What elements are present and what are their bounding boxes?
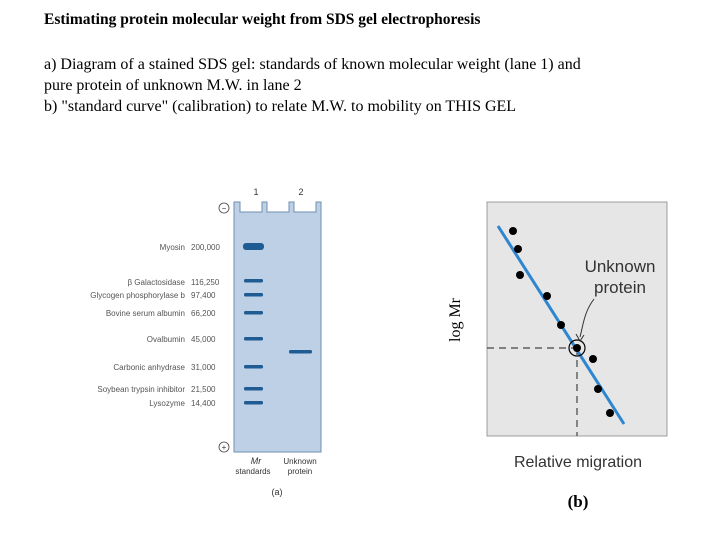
standard-name: Lysozyme xyxy=(149,399,185,408)
unknown-protein-marker xyxy=(568,339,586,357)
data-point xyxy=(509,227,517,235)
svg-text:−: − xyxy=(222,204,227,213)
standard-mw: 116,250 xyxy=(191,278,220,287)
standard-name: Bovine serum albumin xyxy=(106,309,185,318)
data-point xyxy=(589,355,597,363)
description-line-b: b) "standard curve" (calibration) to rel… xyxy=(44,98,517,115)
standard-name: Myosin xyxy=(160,243,185,252)
standard-name: Glycogen phosphorylase b xyxy=(90,291,185,300)
sds-gel-diagram: 1 2 − + Myosin 200,000 β Galactosidase 1… xyxy=(90,187,322,497)
svg-text:+: + xyxy=(222,443,227,452)
annotation-line1: Unknown xyxy=(585,257,656,276)
standard-name: Soybean trypsin inhibitor xyxy=(97,385,185,394)
lane-1-caption: standards xyxy=(235,467,270,476)
gel-band-myosin xyxy=(243,243,264,250)
cathode-minus-icon: − xyxy=(218,202,230,214)
gel-band-galactosidase xyxy=(244,279,263,283)
standard-name: Carbonic anhydrase xyxy=(113,363,185,372)
data-point xyxy=(606,409,614,417)
x-axis-label: Relative migration xyxy=(514,454,642,471)
gel-band-bsa xyxy=(244,311,263,315)
standard-mw: 31,000 xyxy=(191,363,216,372)
unknown-protein-point xyxy=(573,344,581,352)
standard-name: Ovalbumin xyxy=(147,335,185,344)
lane-2-label: 2 xyxy=(298,187,303,197)
standard-mw: 14,400 xyxy=(191,399,216,408)
standard-curve-plot: log Mr Unknown protein Relative migratio… xyxy=(447,201,668,511)
gel-body xyxy=(233,201,322,453)
standard-mw: 66,200 xyxy=(191,309,216,318)
lane-1-label: 1 xyxy=(253,187,258,197)
annotation-arrow xyxy=(579,298,595,338)
gel-band-lysozyme xyxy=(244,401,263,405)
annotation-line2: protein xyxy=(594,278,646,297)
gel-band-trypsin-inhibitor xyxy=(244,387,263,391)
standard-name: β Galactosidase xyxy=(127,278,185,287)
gel-band-carbonic-anhydrase xyxy=(244,365,263,369)
standard-mw: 97,400 xyxy=(191,291,216,300)
description: a) Diagram of a stained SDS gel: standar… xyxy=(44,54,684,117)
lane-1-caption-mr: Mr xyxy=(251,456,262,466)
panel-a-label: (a) xyxy=(272,487,283,497)
data-point xyxy=(514,245,522,253)
panel-b-label: (b) xyxy=(568,492,589,511)
standard-mw: 45,000 xyxy=(191,335,216,344)
data-point xyxy=(516,271,524,279)
annotation-arrowhead xyxy=(575,333,585,342)
standard-mw: 21,500 xyxy=(191,385,216,394)
data-point xyxy=(543,292,551,300)
data-point xyxy=(557,321,565,329)
gel-band-ovalbumin xyxy=(244,337,263,341)
anode-plus-icon: + xyxy=(218,441,230,453)
gel-band-unknown xyxy=(289,350,312,354)
lane-2-caption-line1: Unknown xyxy=(283,457,316,466)
gel-band-phosphorylase xyxy=(244,293,263,297)
page-title: Estimating protein molecular weight from… xyxy=(44,11,481,28)
description-line-a1: a) Diagram of a stained SDS gel: standar… xyxy=(44,56,581,73)
lane-2-caption-line2: protein xyxy=(288,467,312,476)
standard-mw: 200,000 xyxy=(191,243,220,252)
data-point xyxy=(594,385,602,393)
y-axis-label: log Mr xyxy=(447,297,464,342)
description-line-a2: pure protein of unknown M.W. in lane 2 xyxy=(44,77,302,94)
